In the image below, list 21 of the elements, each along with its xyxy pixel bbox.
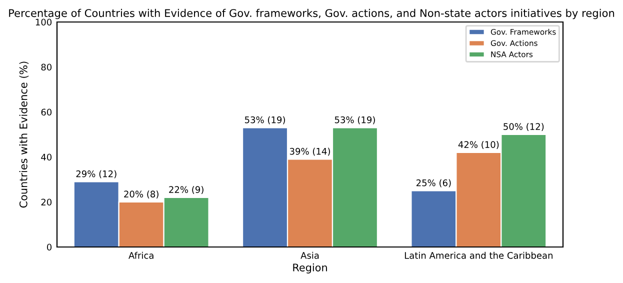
data-label: 53% (19) [244,116,285,124]
x-tick-label: Africa [128,252,154,259]
y-tick-label: 100 [36,18,52,26]
y-axis-title: Countries with Evidence (%) [19,62,29,208]
data-label: 42% (10) [458,140,499,150]
data-label: 20% (8) [124,190,158,199]
chart-title: Percentage of Countries with Evidence of Gov. frameworks, Gov. actions, and Non-state actors initiatives by region [9,8,614,20]
data-label: 29% (12) [76,170,116,178]
y-tick-label: 40 [41,154,52,161]
y-tick-label: 20 [41,198,52,206]
x-tick-label: Latin America and the Caribbean [404,252,552,259]
y-tick-label: 60 [41,108,52,116]
data-label: 25% (6) [416,179,451,188]
data-label: 53% (19) [334,116,375,124]
x-tick-label: Asia [300,252,319,259]
data-label: 39% (14) [290,148,330,156]
data-label: 50% (12) [504,122,544,132]
y-tick-label: 80 [41,64,52,71]
y-tick-label: 0 [46,244,52,251]
data-label: 22% (9) [169,186,204,194]
x-axis-title: Region [293,263,327,274]
